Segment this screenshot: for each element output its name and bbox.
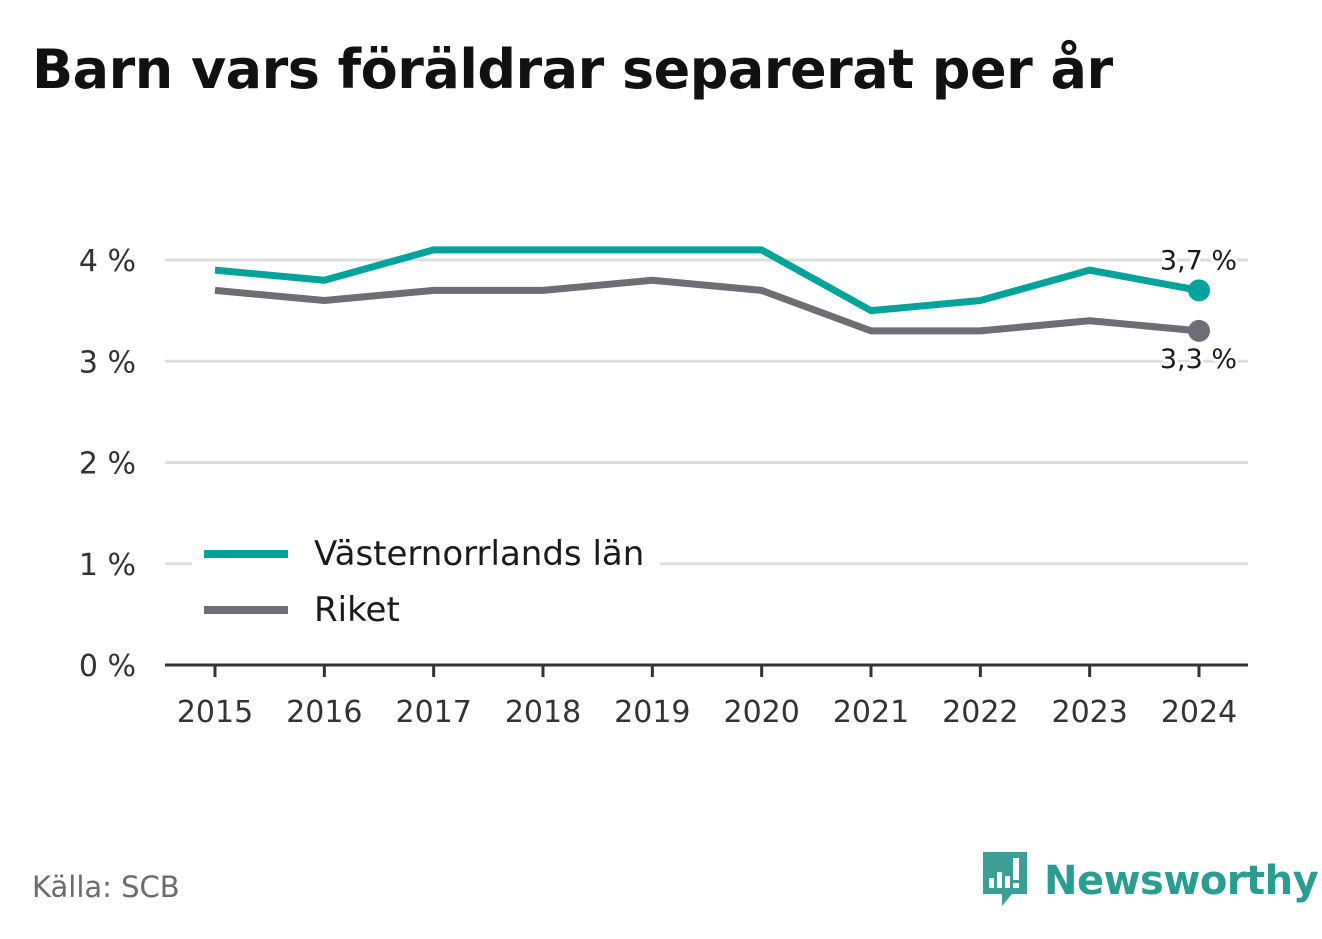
x-tick-label: 2017	[395, 695, 471, 730]
legend-item-vasternorrland: Västernorrlands län	[204, 526, 644, 582]
grid-lines	[165, 258, 1248, 566]
x-tick-label: 2023	[1051, 695, 1127, 730]
legend-swatch-riket	[204, 606, 288, 614]
x-tick-label: 2016	[286, 695, 362, 730]
x-axis	[165, 663, 1248, 677]
x-tick-label: 2020	[723, 695, 799, 730]
legend-swatch-vasternorrland	[204, 550, 288, 558]
x-tick-label: 2024	[1161, 695, 1237, 730]
series-line-1	[214, 276, 1200, 335]
series-end-label-1: 3,3 %	[1160, 344, 1237, 375]
series-end-point-0	[1188, 279, 1210, 302]
y-tick-label: 2 %	[79, 447, 136, 482]
tick-labels: 0 % 1 % 2 % 3 % 4 % 2015 2016 2017 2018 2019 2020 2…	[79, 242, 1240, 730]
series-lines	[214, 246, 1210, 342]
x-tick-label: 2021	[833, 695, 909, 730]
x-tick-label: 2022	[942, 695, 1018, 730]
brand: Newsworthy	[980, 850, 1319, 912]
legend-item-riket: Riket	[204, 582, 644, 638]
series-end-point-1	[1188, 319, 1210, 342]
legend: Västernorrlands län Riket	[192, 520, 661, 646]
y-tick-label: 3 %	[79, 345, 136, 380]
y-tick-label: 4 %	[79, 244, 136, 279]
x-tick-label: 2019	[614, 695, 690, 730]
source-note: Källa: SCB	[32, 870, 180, 904]
x-tick-label: 2018	[505, 695, 581, 730]
legend-label-riket: Riket	[314, 590, 400, 630]
series-line-0	[214, 246, 1200, 315]
brand-name: Newsworthy	[1044, 858, 1319, 904]
newsworthy-logo-icon	[980, 850, 1030, 912]
legend-label-vasternorrland: Västernorrlands län	[314, 534, 645, 574]
x-tick-label: 2015	[177, 695, 253, 730]
y-tick-label: 0 %	[79, 649, 136, 684]
chart-title: Barn vars föräldrar separerat per år	[32, 38, 1113, 101]
series-end-label-0: 3,7 %	[1160, 245, 1237, 276]
y-tick-label: 1 %	[79, 548, 136, 583]
